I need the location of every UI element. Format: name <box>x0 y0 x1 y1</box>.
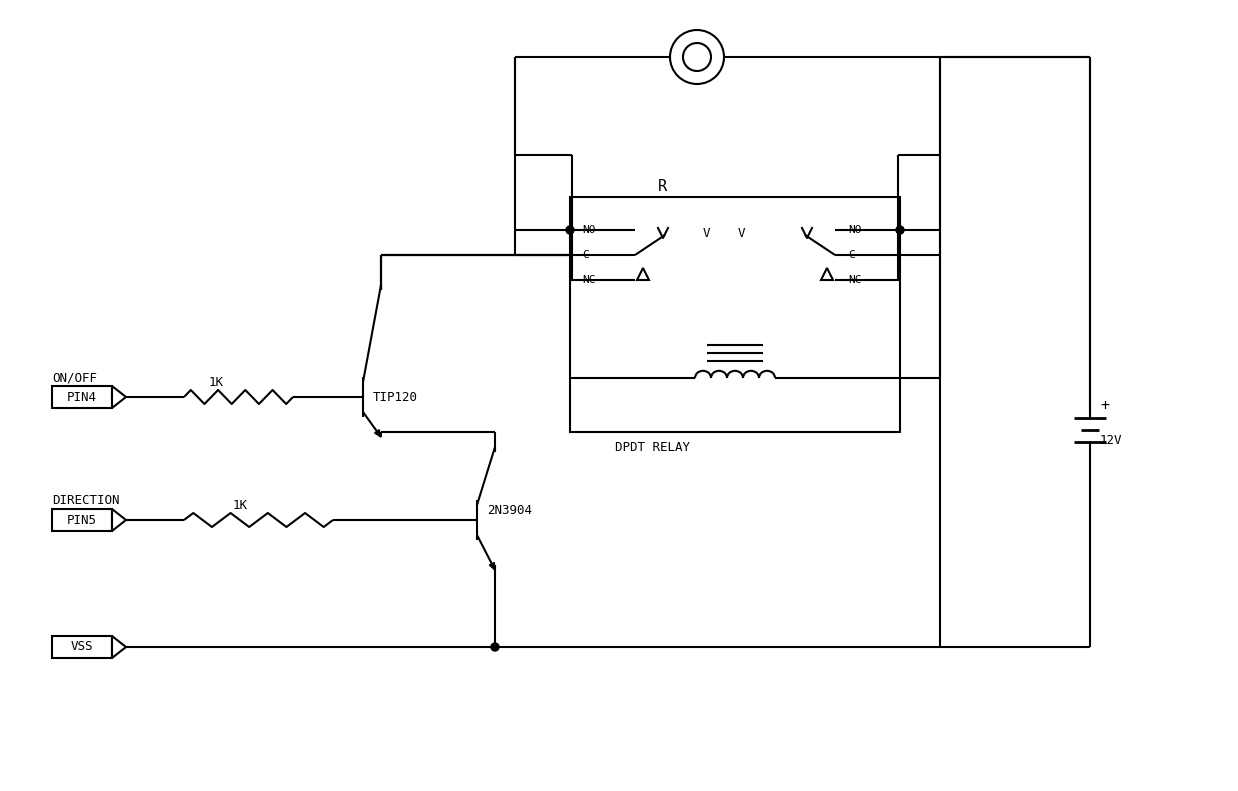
Text: 1K: 1K <box>208 376 224 388</box>
Text: VSS: VSS <box>71 641 93 653</box>
Bar <box>52 636 111 658</box>
Text: C: C <box>848 250 854 260</box>
Bar <box>52 386 111 408</box>
Polygon shape <box>375 430 381 437</box>
Circle shape <box>896 226 904 234</box>
Text: PIN4: PIN4 <box>67 391 97 403</box>
Circle shape <box>491 643 499 651</box>
Bar <box>569 197 900 432</box>
Text: 1K: 1K <box>233 498 248 512</box>
Text: 2N3904: 2N3904 <box>487 504 532 517</box>
Text: NC: NC <box>582 275 595 285</box>
Circle shape <box>670 30 724 84</box>
Text: +: + <box>1101 398 1109 412</box>
Text: V: V <box>738 226 745 240</box>
Circle shape <box>566 226 574 234</box>
Polygon shape <box>821 268 833 280</box>
Circle shape <box>683 43 711 71</box>
Text: TIP120: TIP120 <box>373 391 418 403</box>
Text: PIN5: PIN5 <box>67 513 97 527</box>
Bar <box>52 509 111 531</box>
Polygon shape <box>111 636 126 658</box>
Text: 12V: 12V <box>1101 433 1123 446</box>
Text: NC: NC <box>848 275 862 285</box>
Polygon shape <box>111 386 126 408</box>
Text: V: V <box>702 226 709 240</box>
Polygon shape <box>638 268 649 280</box>
Text: R: R <box>659 179 667 194</box>
Text: DPDT RELAY: DPDT RELAY <box>615 441 690 453</box>
Polygon shape <box>111 509 126 531</box>
Text: NO: NO <box>848 225 862 235</box>
Text: DIRECTION: DIRECTION <box>52 494 120 506</box>
Polygon shape <box>489 562 495 570</box>
Text: ON/OFF: ON/OFF <box>52 372 97 384</box>
Text: NO: NO <box>582 225 595 235</box>
Text: C: C <box>582 250 589 260</box>
